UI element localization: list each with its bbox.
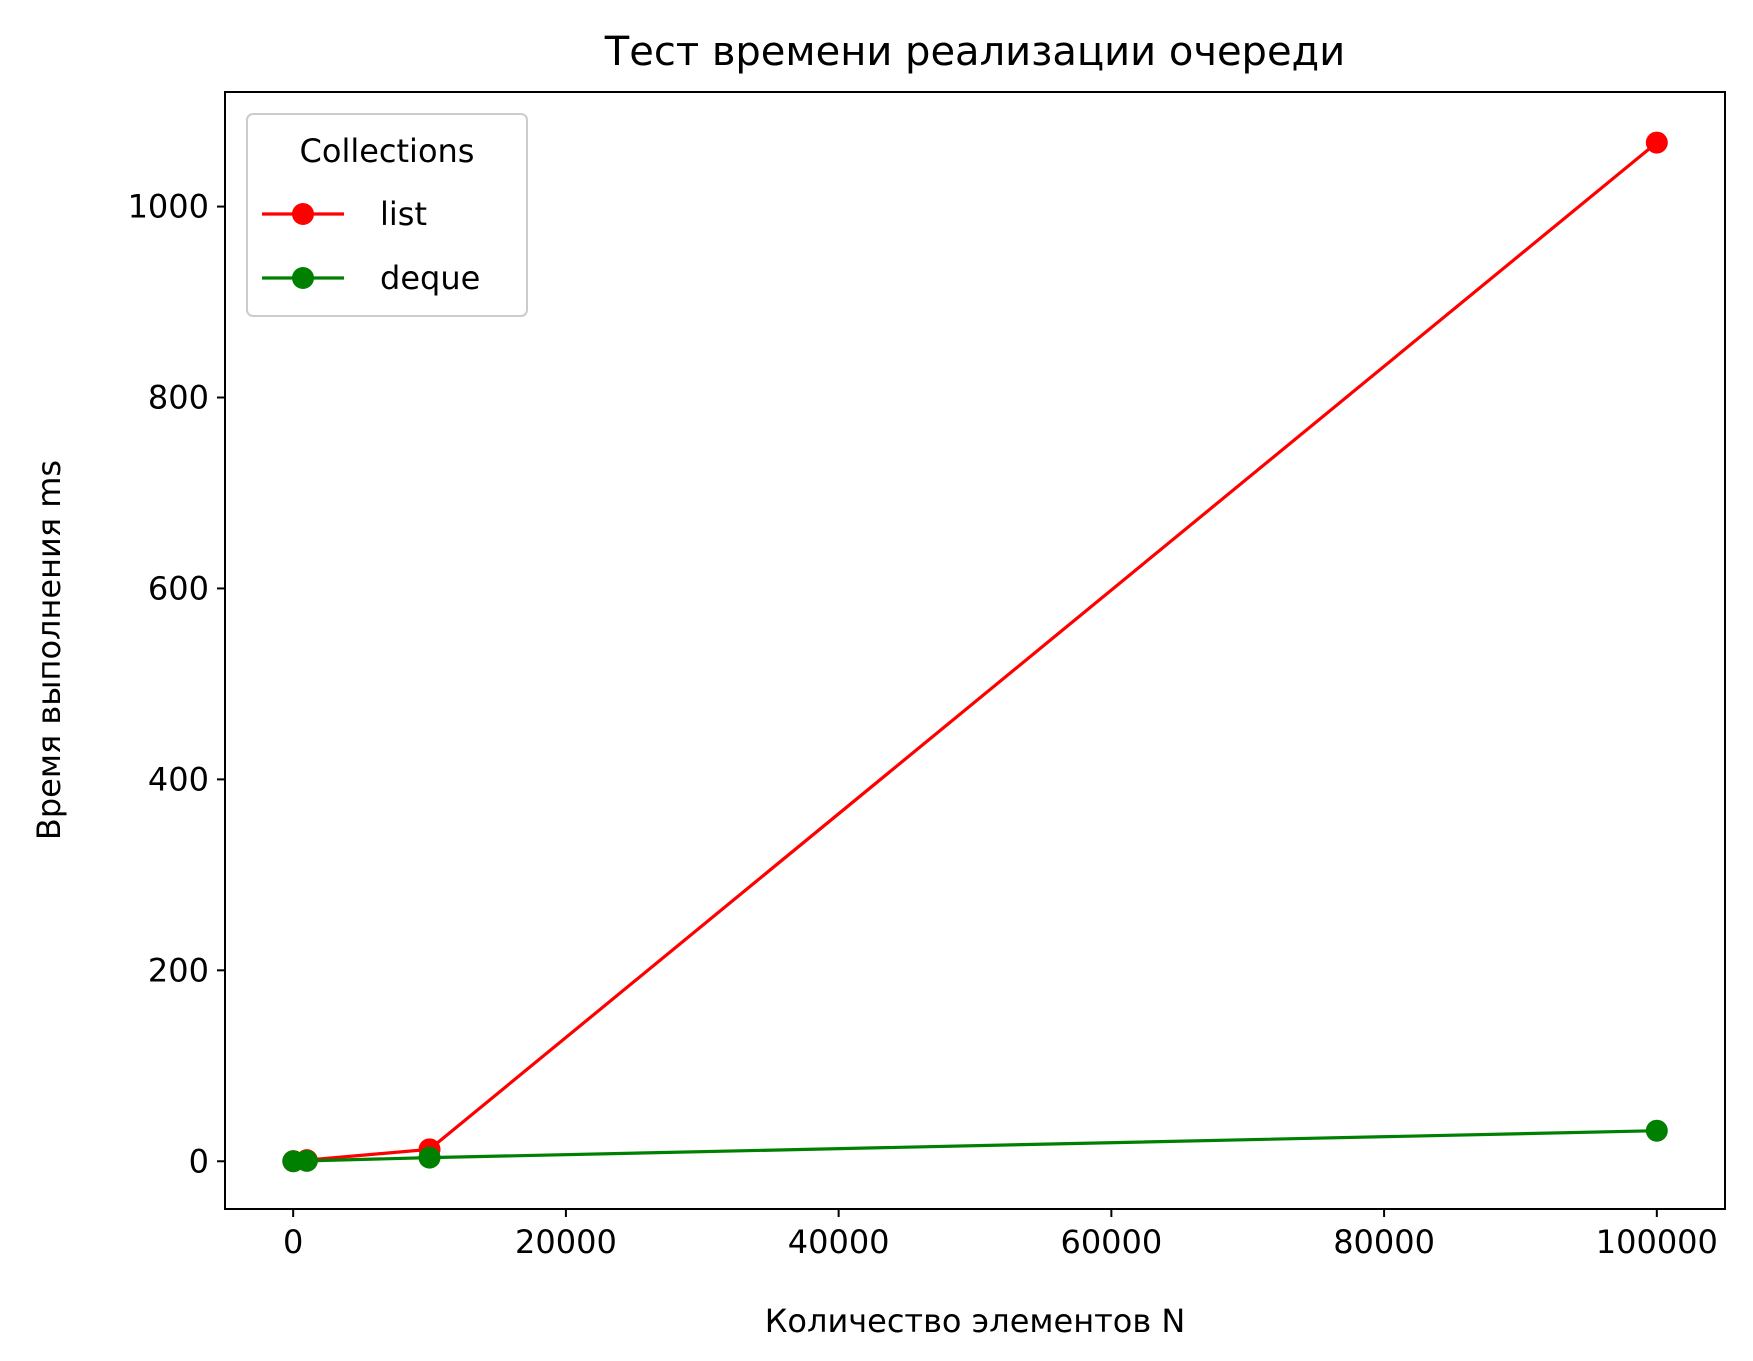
legend-label-list: list [380, 195, 427, 233]
legend-entries: list deque [262, 195, 480, 297]
y-tick-label: 0 [189, 1142, 209, 1180]
data-point-deque [1645, 1119, 1668, 1142]
legend-box [246, 113, 528, 317]
data-point-list [1645, 131, 1668, 154]
x-axis-ticks: 0 20000 40000 60000 80000 100000 [283, 1209, 1718, 1261]
legend-marker-list [292, 203, 314, 225]
y-tick-label: 800 [148, 379, 209, 417]
y-axis-ticks: 0 200 400 600 800 1000 [128, 188, 225, 1180]
chart-title: Тест времени реализации очереди [604, 29, 1345, 75]
y-axis-label: Время выполнения ms [30, 460, 68, 840]
y-tick-label: 1000 [128, 188, 209, 226]
y-tick-label: 400 [148, 760, 209, 798]
legend-entry-list: list [262, 195, 427, 233]
series-deque [282, 1119, 1668, 1173]
x-tick-label: 40000 [788, 1223, 890, 1261]
x-tick-label: 0 [283, 1223, 303, 1261]
x-tick-label: 100000 [1596, 1223, 1718, 1261]
legend-entry-deque: deque [262, 259, 480, 297]
series-layer [282, 131, 1668, 1173]
legend-title: Collections [300, 132, 475, 170]
data-point-deque [295, 1149, 318, 1172]
y-tick-label: 600 [148, 569, 209, 607]
x-tick-label: 80000 [1333, 1223, 1435, 1261]
x-tick-label: 20000 [515, 1223, 617, 1261]
plot-area-frame [224, 91, 1726, 1210]
legend-label-deque: deque [380, 259, 480, 297]
x-axis-label: Количество элементов N [765, 1302, 1186, 1340]
data-point-deque [418, 1146, 441, 1169]
legend: Collections list deque [246, 113, 528, 317]
y-tick-label: 200 [148, 951, 209, 989]
x-tick-label: 60000 [1060, 1223, 1162, 1261]
legend-marker-deque [292, 267, 314, 289]
